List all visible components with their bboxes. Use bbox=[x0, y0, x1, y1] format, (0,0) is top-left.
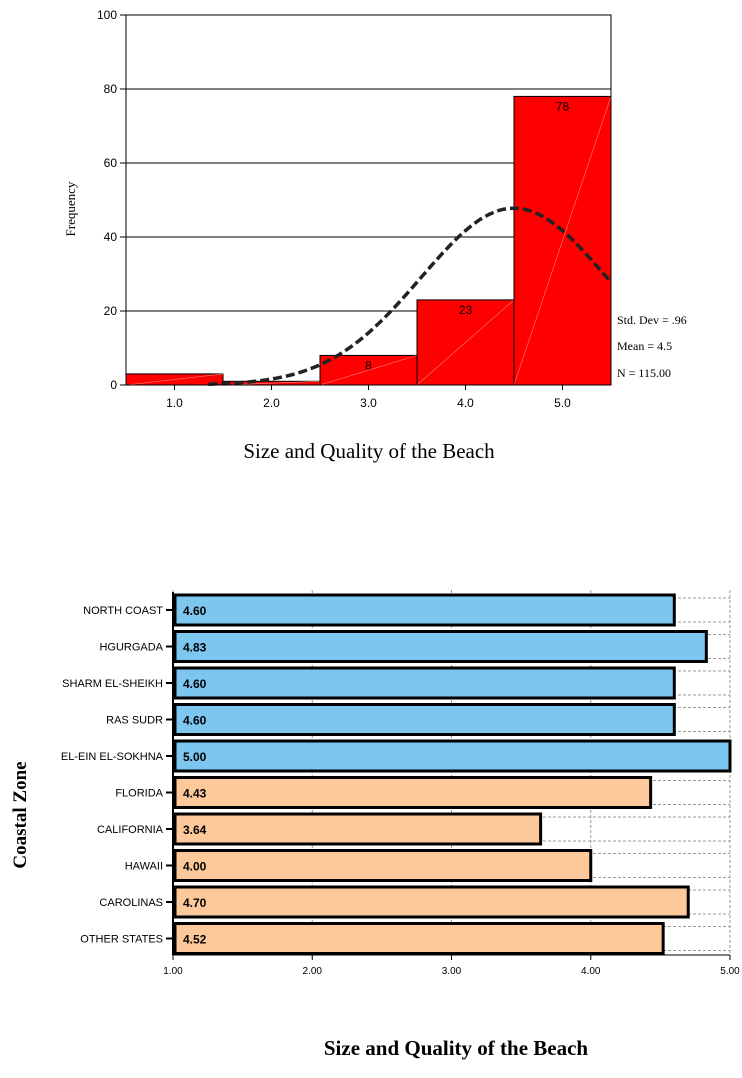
bar-value-label: 4.43 bbox=[183, 787, 207, 801]
bar-category-label: RAS SUDR bbox=[106, 715, 163, 727]
histogram-bar-label: 8 bbox=[365, 358, 372, 372]
bar bbox=[173, 885, 690, 919]
histogram-bar-shading bbox=[513, 96, 612, 386]
histogram-y-tick-label: 100 bbox=[97, 8, 117, 22]
bar-value-label: 4.70 bbox=[183, 896, 207, 910]
bar-value-label: 4.60 bbox=[183, 714, 207, 728]
histogram-x-tick-label: 3.0 bbox=[360, 396, 377, 410]
histogram-x-axis-label: Size and Quality of the Beach bbox=[243, 439, 495, 463]
bar bbox=[173, 593, 676, 627]
histogram-bar-shading bbox=[416, 299, 515, 386]
histogram-stat-label: N = 115.00 bbox=[617, 366, 671, 380]
histogram-x-tick-label: 5.0 bbox=[554, 396, 571, 410]
bar-category-label: OTHER STATES bbox=[80, 934, 163, 946]
bar-value-label: 4.83 bbox=[183, 641, 207, 655]
bar-x-tick-label: 3.00 bbox=[442, 966, 462, 977]
bar-value-label: 4.52 bbox=[183, 933, 207, 947]
bar-x-tick-label: 2.00 bbox=[303, 966, 323, 977]
bar-category-label: CALIFORNIA bbox=[97, 824, 164, 836]
histogram-y-tick-label: 40 bbox=[104, 230, 118, 244]
bar bbox=[173, 666, 676, 700]
histogram-chart: 8 23 78 0 20 40 60 80 100 1.0 2.0 3.0 4.0 5.0 Std. … bbox=[63, 8, 687, 463]
bar-category-label: NORTH COAST bbox=[83, 605, 163, 617]
bar-x-tick-label: 1.00 bbox=[163, 966, 183, 977]
histogram-stat-label: Mean = 4.5 bbox=[617, 339, 672, 353]
histogram-y-tick-label: 60 bbox=[104, 156, 118, 170]
bar-value-label: 4.60 bbox=[183, 677, 207, 691]
histogram-bar-shading bbox=[319, 355, 418, 386]
bar-category-label: FLORIDA bbox=[115, 788, 163, 800]
histogram-y-axis-label: Frequency bbox=[63, 181, 78, 236]
histogram-x-tick-label: 1.0 bbox=[166, 396, 183, 410]
histogram-x-tick-label: 4.0 bbox=[457, 396, 474, 410]
bar-category-label: SHARM EL-SHEIKH bbox=[62, 678, 163, 690]
horizontal-bar-chart: 4.60 4.83 4.60 4.60 5.00 4.43 3.64 4.00 4.70 4.52… bbox=[10, 590, 740, 1060]
bar bbox=[173, 849, 593, 882]
histogram-y-tick-label: 0 bbox=[110, 378, 117, 392]
bar bbox=[173, 922, 665, 955]
bar-y-axis-label: Coastal Zone bbox=[10, 761, 31, 868]
normal-curve bbox=[208, 206, 613, 386]
bar-category-label: EL-EIN EL-SOKHNA bbox=[61, 751, 164, 763]
bar bbox=[173, 703, 676, 736]
histogram-y-tick-label: 80 bbox=[104, 82, 118, 96]
bar bbox=[173, 739, 732, 773]
bar bbox=[173, 630, 708, 663]
bar-category-label: HGURGADA bbox=[99, 642, 163, 654]
bar-x-tick-label: 5.00 bbox=[720, 966, 740, 977]
bar-category-label: CAROLINAS bbox=[99, 897, 163, 909]
bar-x-tick-label: 4.00 bbox=[581, 966, 601, 977]
bar-value-label: 4.00 bbox=[183, 860, 207, 874]
bar-value-label: 4.60 bbox=[183, 604, 207, 618]
bar-category-label: HAWAII bbox=[125, 861, 163, 873]
bar-value-label: 5.00 bbox=[183, 750, 207, 764]
histogram-bar-label: 78 bbox=[556, 99, 570, 113]
histogram-y-tick-label: 20 bbox=[104, 304, 118, 318]
bar bbox=[173, 776, 653, 809]
histogram-x-tick-label: 2.0 bbox=[263, 396, 280, 410]
bar bbox=[173, 812, 543, 846]
histogram-stat-label: Std. Dev = .96 bbox=[617, 313, 687, 327]
histogram-bar-shading bbox=[125, 373, 224, 386]
bar-x-axis-label: Size and Quality of the Beach bbox=[324, 1036, 589, 1060]
bar-value-label: 3.64 bbox=[183, 823, 207, 837]
histogram-bar-label: 23 bbox=[459, 303, 473, 317]
